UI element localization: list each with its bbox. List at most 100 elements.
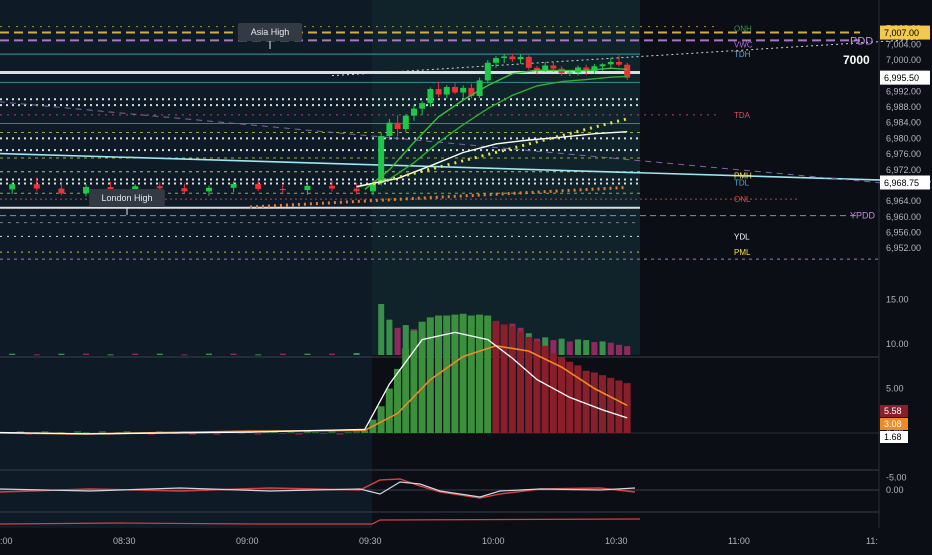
time-tick: 09:30 xyxy=(359,536,382,546)
annotation-label: Asia High xyxy=(251,27,290,37)
oscillator-bar xyxy=(541,345,549,433)
volume-bar xyxy=(58,353,65,355)
candle-body xyxy=(107,187,114,190)
price-tick: 6,972.00 xyxy=(886,165,921,175)
oscillator-bar xyxy=(410,330,418,433)
oscillator-tick: 5.00 xyxy=(886,384,904,394)
candle-body xyxy=(550,65,557,69)
oscillator-badge-label: 5.58 xyxy=(884,406,902,416)
lower-bottom-line xyxy=(0,518,641,525)
oscillator-bar xyxy=(500,324,508,433)
candle-body xyxy=(230,183,237,188)
oscillator-bar xyxy=(615,380,623,433)
candle-body xyxy=(616,61,622,65)
candle-body xyxy=(378,136,385,184)
lower-indicator xyxy=(0,478,879,525)
oscillator-bar xyxy=(312,432,319,434)
candle-body xyxy=(476,80,483,97)
oscillator-bar xyxy=(344,432,352,434)
candle-body xyxy=(607,61,614,65)
candle-body xyxy=(534,67,540,71)
time-tick: 10:30 xyxy=(605,536,628,546)
candle-body xyxy=(460,87,467,93)
oscillator-bar xyxy=(295,433,303,435)
oscillator-bar xyxy=(262,432,270,434)
time-tick: :00 xyxy=(0,536,13,546)
price-tick: 7,004.00 xyxy=(886,39,921,49)
volume-bar xyxy=(591,342,598,355)
oscillator-bar xyxy=(525,336,533,433)
price-tick: 6,964.00 xyxy=(886,196,921,206)
oscillator-bar xyxy=(476,314,483,433)
volume-bar xyxy=(550,340,557,355)
volume-bar xyxy=(33,354,40,356)
volume-bar xyxy=(83,353,89,355)
level-label-vwc: VWC xyxy=(734,40,753,49)
lower-indicator-tick: 0.00 xyxy=(886,485,904,495)
candle-body xyxy=(402,115,409,129)
price-axis[interactable]: 7,008.007,004.007,000.006,996.006,992.00… xyxy=(880,24,930,254)
volume-bar xyxy=(616,344,622,355)
candle-body xyxy=(394,122,401,129)
oscillator-bar xyxy=(459,313,467,433)
oscillator-bar xyxy=(607,377,615,433)
oscillator-bar xyxy=(582,370,590,433)
candle-body xyxy=(33,184,40,189)
oscillator-bar xyxy=(328,431,336,433)
annotation-box xyxy=(237,23,303,41)
ypdd-label: YPDD xyxy=(850,211,876,221)
candle-body xyxy=(509,56,516,60)
price-tick: 6,960.00 xyxy=(886,212,921,222)
level-label-tda: TDA xyxy=(734,111,751,120)
annotation-label: London High xyxy=(101,193,152,203)
ema-mid-line xyxy=(356,75,628,189)
candle-body xyxy=(427,89,434,104)
trendline xyxy=(0,152,931,183)
level-label-tdl: TDL xyxy=(734,178,750,187)
candle-body xyxy=(583,67,590,71)
candle-body xyxy=(419,103,426,109)
volume-bar xyxy=(181,354,188,356)
oscillator-bar xyxy=(590,372,598,433)
oscillator-bar xyxy=(287,432,295,434)
oscillator-bar xyxy=(377,406,385,433)
candle-body xyxy=(156,186,163,189)
volume-bar xyxy=(583,340,590,355)
time-axis[interactable]: :00 08:30 09:00 09:30 10:00 10:30 11:00 11: xyxy=(0,536,878,546)
candle-body xyxy=(279,188,286,191)
oscillator-bar xyxy=(238,433,246,434)
price-badge xyxy=(880,70,930,85)
oscillator-bar xyxy=(98,431,106,433)
time-tick: 10:00 xyxy=(482,536,505,546)
price-tick: 6,980.00 xyxy=(886,133,921,143)
candle-body xyxy=(386,122,393,137)
volume-bar xyxy=(9,353,16,355)
oscillator-bar xyxy=(574,365,582,433)
round-number-label: 7000 xyxy=(843,53,870,67)
volume-bar xyxy=(255,354,262,356)
volume-bar xyxy=(156,353,163,355)
time-tick: 11:00 xyxy=(728,536,750,546)
oscillator-bar xyxy=(336,433,344,435)
price-badge-label: 6,995.50 xyxy=(884,73,919,83)
candle-body xyxy=(599,64,606,67)
level-label-onl: ONL xyxy=(734,195,751,204)
volume-bar xyxy=(566,341,573,355)
candle-body xyxy=(624,64,631,78)
time-tick: 09:00 xyxy=(236,536,259,546)
oscillator-bar xyxy=(426,317,434,433)
candle-body xyxy=(591,66,598,71)
price-tick: 7,000.00 xyxy=(886,55,921,65)
volume-bar xyxy=(624,346,631,355)
level-lines xyxy=(0,26,931,260)
price-candles xyxy=(9,53,631,197)
oscillator-bar xyxy=(123,431,131,433)
oscillator-bar xyxy=(402,348,410,433)
oscillator-bar xyxy=(213,433,221,435)
oscillator-bar xyxy=(443,315,451,433)
oscillator-fast-line xyxy=(0,331,628,435)
